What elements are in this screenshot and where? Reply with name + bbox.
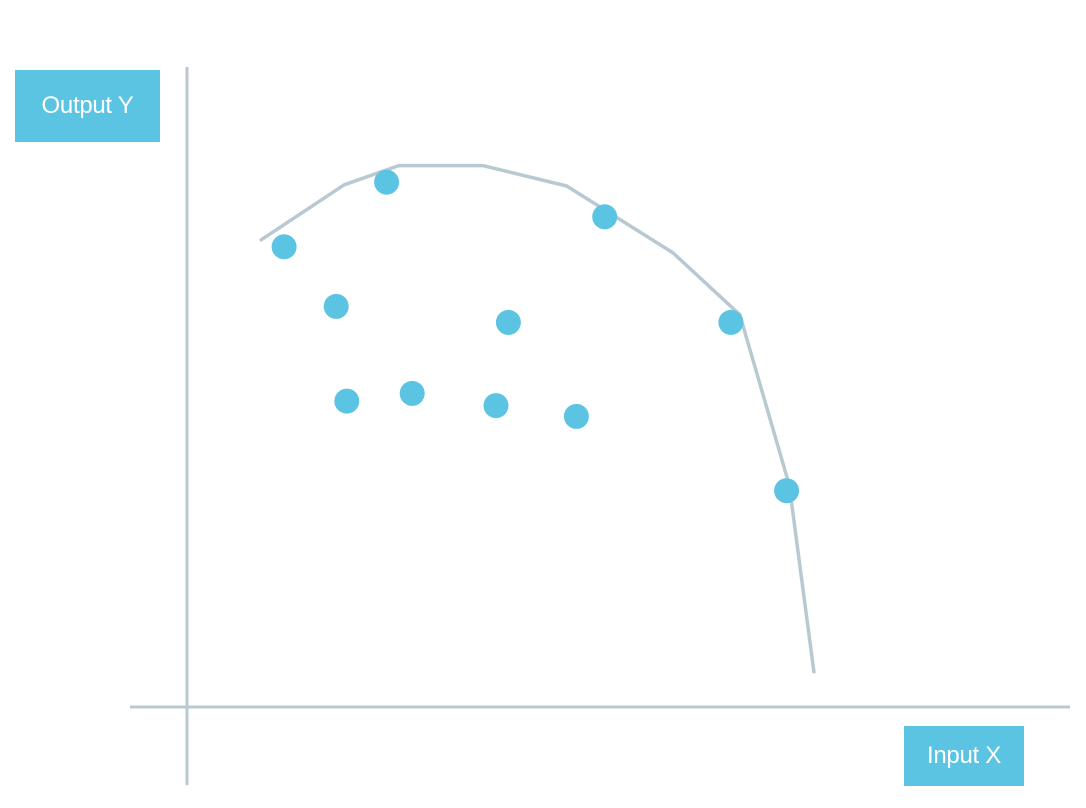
data-point-4 [334, 388, 360, 414]
y-axis-label-box: Output Y [15, 70, 160, 142]
data-point-7 [483, 393, 509, 419]
data-point-1 [271, 234, 297, 260]
data-point-8 [563, 403, 589, 429]
data-point-3 [323, 293, 349, 319]
x-axis-label-box: Input X [904, 726, 1024, 786]
data-point-5 [399, 380, 425, 406]
scatter-points [271, 169, 800, 504]
y-axis-label: Output Y [41, 92, 134, 119]
data-point-11 [774, 478, 800, 504]
data-point-9 [592, 204, 618, 230]
frontier-line [259, 163, 816, 674]
data-point-6 [495, 309, 521, 335]
data-point-2 [374, 169, 400, 195]
data-point-10 [718, 309, 744, 335]
x-axis-label: Input X [927, 742, 1001, 769]
